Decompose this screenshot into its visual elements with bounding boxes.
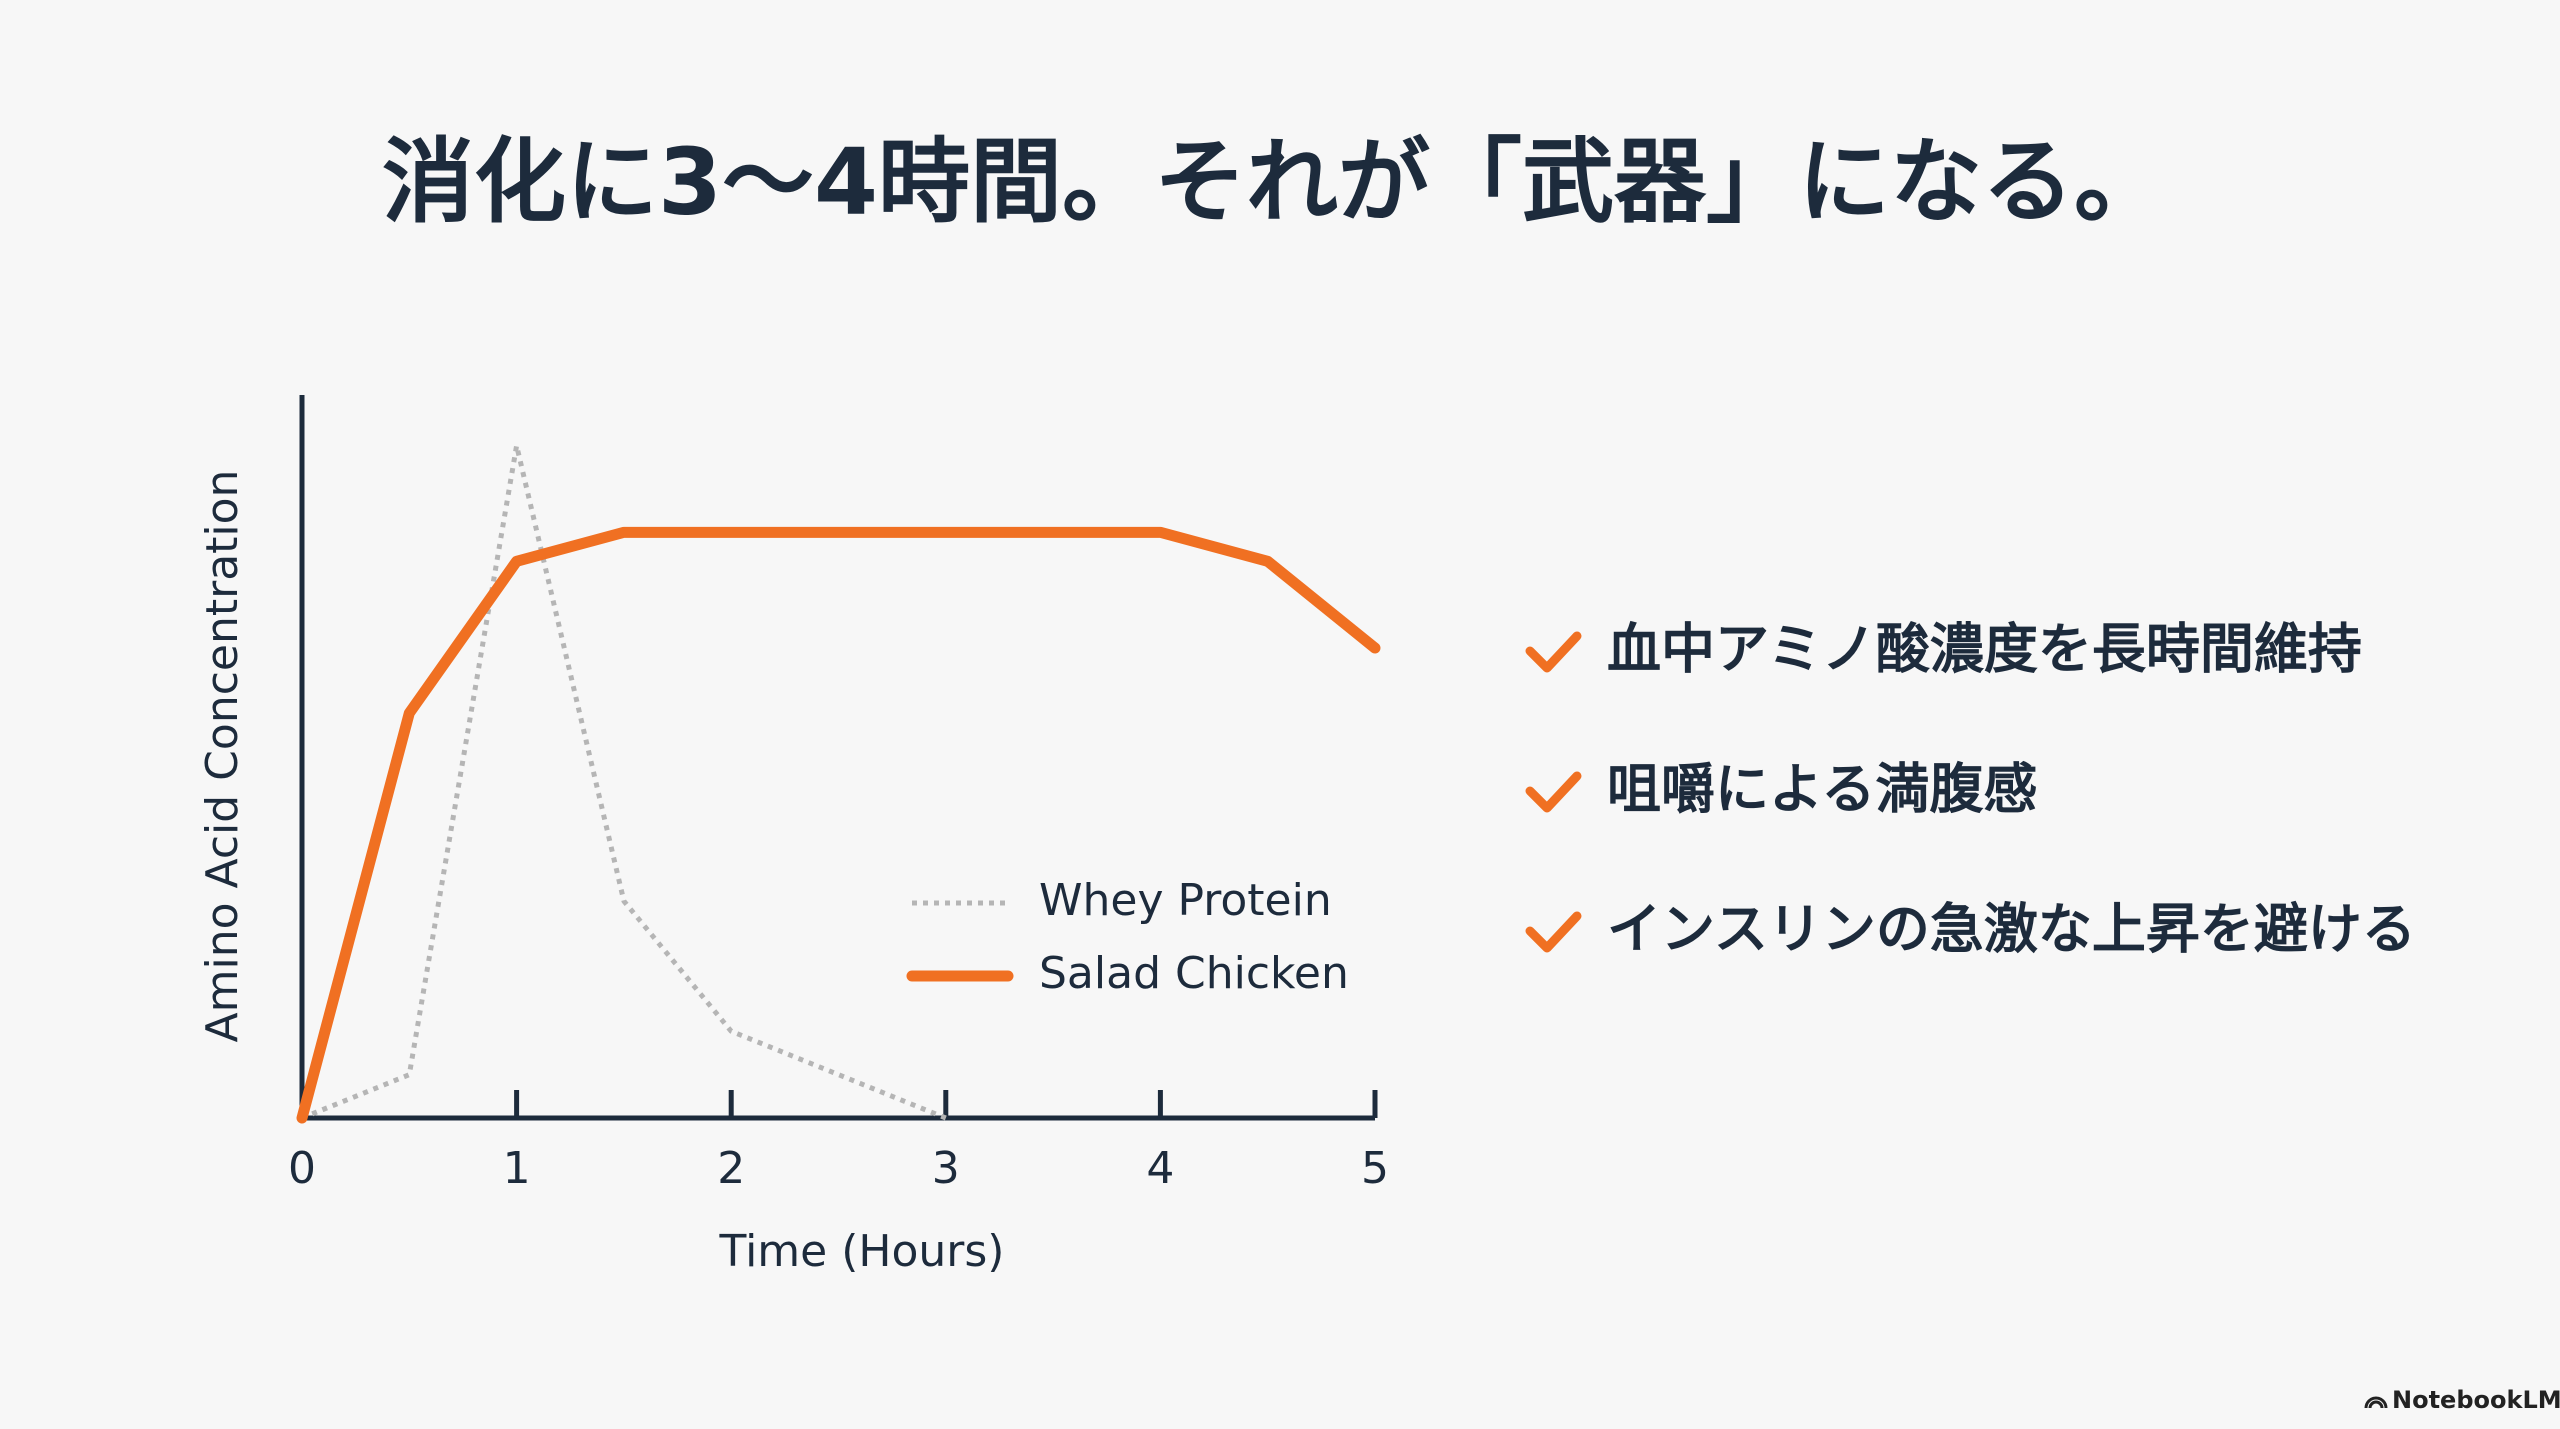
legend-label: Whey Protein bbox=[1039, 875, 1332, 926]
series-line bbox=[296, 526, 1381, 1124]
watermark-icon bbox=[2364, 1396, 2388, 1409]
check-icon bbox=[1525, 771, 1582, 813]
check-item: インスリンの急激な上昇を避ける bbox=[1607, 898, 2416, 961]
x-tick-label: 4 bbox=[1146, 1143, 1174, 1194]
watermark: NotebookLM bbox=[2364, 1386, 2560, 1414]
x-tick-label: 0 bbox=[288, 1143, 316, 1194]
check-item: 咀嚼による満腹感 bbox=[1607, 758, 2037, 821]
check-icon bbox=[1525, 631, 1582, 673]
check-item: 血中アミノ酸濃度を長時間維持 bbox=[1607, 618, 2362, 681]
x-tick-label: 2 bbox=[717, 1143, 745, 1194]
x-tick-label: 1 bbox=[503, 1143, 531, 1194]
x-axis-label: Time (Hours) bbox=[719, 1226, 1005, 1277]
slide-title: 消化に3〜4時間。それが「武器」になる。 bbox=[382, 128, 2166, 235]
x-tick-label: 3 bbox=[932, 1143, 960, 1194]
watermark-text: NotebookLM bbox=[2392, 1386, 2560, 1414]
check-icon bbox=[1525, 911, 1582, 953]
x-tick-label: 5 bbox=[1361, 1143, 1389, 1194]
y-axis-label: Amino Acid Concentration bbox=[197, 470, 248, 1043]
series-line bbox=[301, 443, 947, 1121]
legend-label: Salad Chicken bbox=[1039, 948, 1349, 999]
